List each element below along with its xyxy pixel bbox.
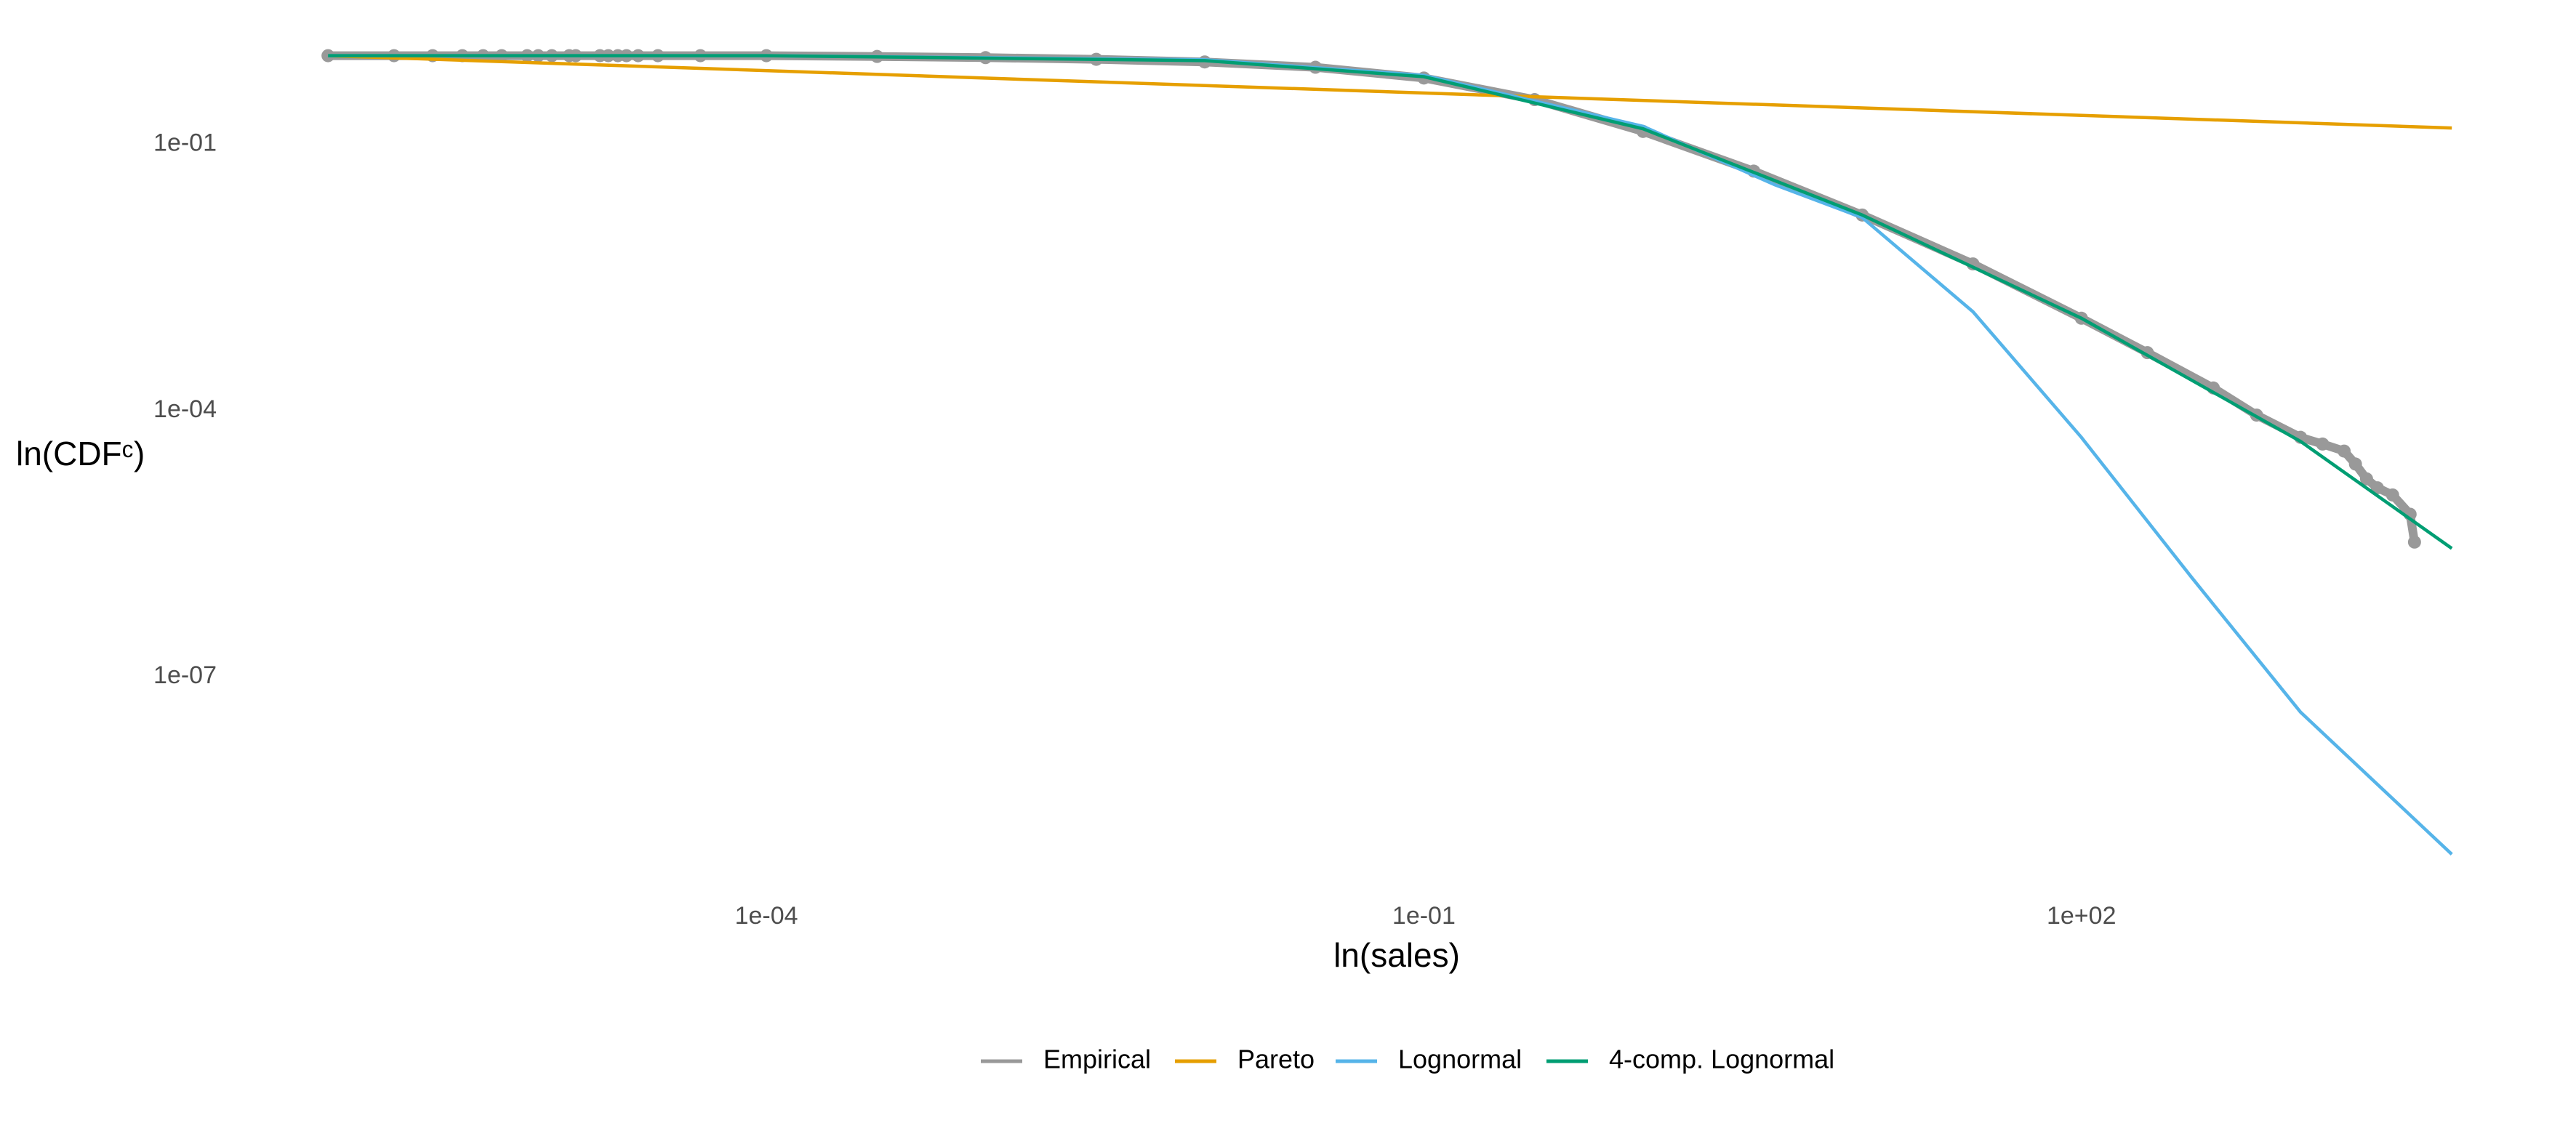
x-tick-label: 1e+02 [2047,902,2116,930]
x-tick-label: 1e-01 [1392,902,1456,930]
y-tick-label: 1e-04 [153,395,217,423]
legend-label: Pareto [1237,1044,1315,1074]
x-tick-label: 1e-04 [735,902,798,930]
series [321,49,2421,549]
legend-label: Lognormal [1398,1044,1522,1074]
legend-label: 4-comp. Lognormal [1609,1044,1834,1074]
data-point [2407,535,2421,549]
y-axis-title: ln(CDFᶜ) [16,435,145,472]
data-point [2316,437,2330,451]
y-tick-label: 1e-07 [153,661,217,689]
data-point [2386,488,2399,502]
y-tick-label: 1e-01 [153,129,217,157]
x-axis-title: ln(sales) [1333,936,1460,974]
series [328,54,2453,550]
line [328,54,2453,856]
empirical-band [324,51,2419,547]
legend-label: Empirical [1043,1044,1151,1074]
legend: Empirical Pareto Lognormal 4-comp. Lognorma… [981,1044,1834,1074]
series [328,54,2452,130]
data-point [2338,444,2351,458]
line [328,54,2452,130]
series [328,54,2453,856]
data-point [2348,457,2362,471]
line [328,54,2453,550]
data-point [321,49,335,63]
data-point [2359,472,2373,486]
data-point [2370,481,2384,495]
